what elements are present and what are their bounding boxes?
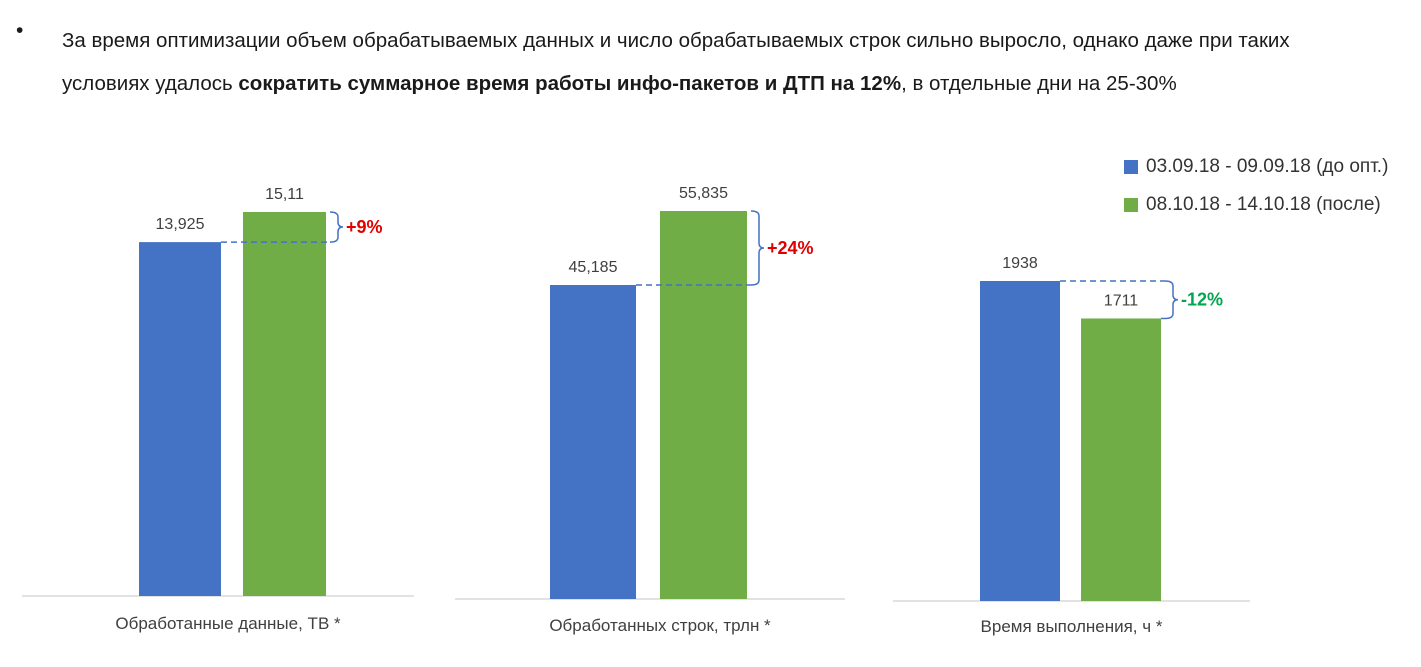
change-bracket [329,211,344,243]
change-percent-label: +24% [767,238,814,258]
intro-text-part2: , в отдельные дни на 25-30% [901,72,1177,95]
data-label: 55,835 [679,185,728,202]
category-label: Время выполнения, ч * [981,617,1163,636]
category-label: Обработанных строк, трлн * [549,616,771,635]
data-label: 45,185 [569,259,618,276]
bullet-marker: • [16,19,24,42]
data-label: 1711 [1104,292,1139,309]
bar-before [139,242,221,596]
legend-swatch-before [1124,160,1138,174]
change-bracket [1164,280,1179,320]
intro-text: За время оптимизации объем обрабатываемы… [62,19,1292,105]
intro-text-highlight: сократить суммарное время работы инфо-па… [238,72,902,95]
legend-label-after: 08.10.18 - 14.10.18 (после) [1146,194,1381,215]
bar-after [1081,318,1161,601]
change-bracket [750,210,765,286]
data-label: 1938 [1002,255,1038,272]
legend-item-after: 08.10.18 - 14.10.18 (после) [1124,186,1388,224]
change-percent-label: +9% [346,217,383,237]
bar-before [980,281,1060,601]
data-label: 13,925 [156,216,205,233]
bar-after [243,212,326,596]
legend-label-before: 03.09.18 - 09.09.18 (до опт.) [1146,156,1389,177]
intro-text-part1: За время оптимизации объем обрабатываемы… [62,29,1290,95]
category-label: Обработанные данные, ТВ * [115,614,341,633]
bar-before [550,285,636,599]
chart-legend: 03.09.18 - 09.09.18 (до опт.) 08.10.18 -… [1124,148,1388,224]
data-label: 15,11 [265,186,304,203]
change-percent-label: -12% [1181,290,1223,310]
legend-item-before: 03.09.18 - 09.09.18 (до опт.) [1124,148,1388,186]
bar-after [660,211,747,599]
legend-swatch-after [1124,198,1138,212]
